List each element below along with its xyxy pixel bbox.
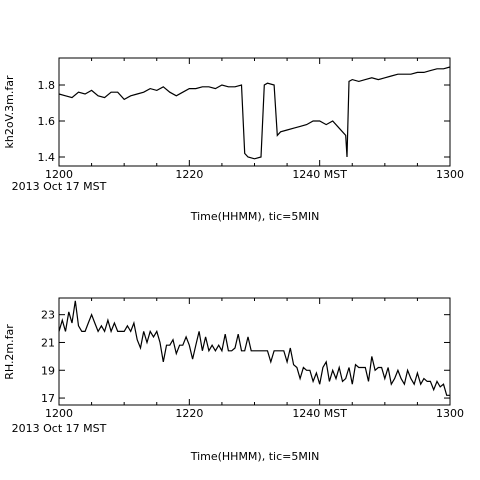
x-tick-label: 1240 MST	[292, 407, 347, 420]
x-tick-label: 1200	[45, 168, 73, 181]
plot-frame-top	[58, 57, 451, 167]
y-tick-label: 19	[41, 364, 55, 377]
x-start-label-bottom: 2013 Oct 17 MST	[12, 422, 107, 435]
series-line	[58, 300, 450, 396]
x-axis-title-top: Time(HHMM), tic=5MIN	[190, 210, 320, 223]
series-top	[58, 66, 451, 160]
series-bottom	[58, 300, 450, 396]
y-tick-label: 21	[41, 336, 55, 349]
x-tick-label: 1300	[436, 407, 464, 420]
y-axis-title-bottom: RH.2m.far	[3, 324, 16, 380]
x-tick-label: 1220	[175, 168, 203, 181]
plot-frame-bottom	[58, 297, 451, 406]
x-axis-title-bottom: Time(HHMM), tic=5MIN	[190, 450, 320, 463]
y-tick-label: 1.6	[38, 115, 56, 128]
y-tick-label: 23	[41, 309, 55, 322]
x-start-label-top: 2013 Oct 17 MST	[12, 180, 107, 193]
chart-panel-top: kh2oV.3m.far Time(HHMM), tic=5MIN 2013 O…	[3, 57, 464, 223]
x-tick-label: 1200	[45, 407, 73, 420]
y-tick-label: 1.8	[38, 79, 56, 92]
y-tick-label: 1.4	[38, 151, 56, 164]
series-line	[58, 66, 451, 160]
ticks-bottom: 1200 1220 1240 MST 1300 17 19 21 23	[41, 298, 464, 420]
x-tick-label: 1220	[175, 407, 203, 420]
y-tick-label: 17	[41, 392, 55, 405]
chart-panel-bottom: RH.2m.far Time(HHMM), tic=5MIN 2013 Oct …	[3, 297, 464, 463]
x-tick-label: 1240 MST	[292, 168, 347, 181]
ticks-top: 1200 1220 1240 MST 1300 1.4 1.6 1.8	[38, 58, 464, 181]
x-tick-label: 1300	[436, 168, 464, 181]
y-axis-title-top: kh2oV.3m.far	[3, 75, 16, 148]
